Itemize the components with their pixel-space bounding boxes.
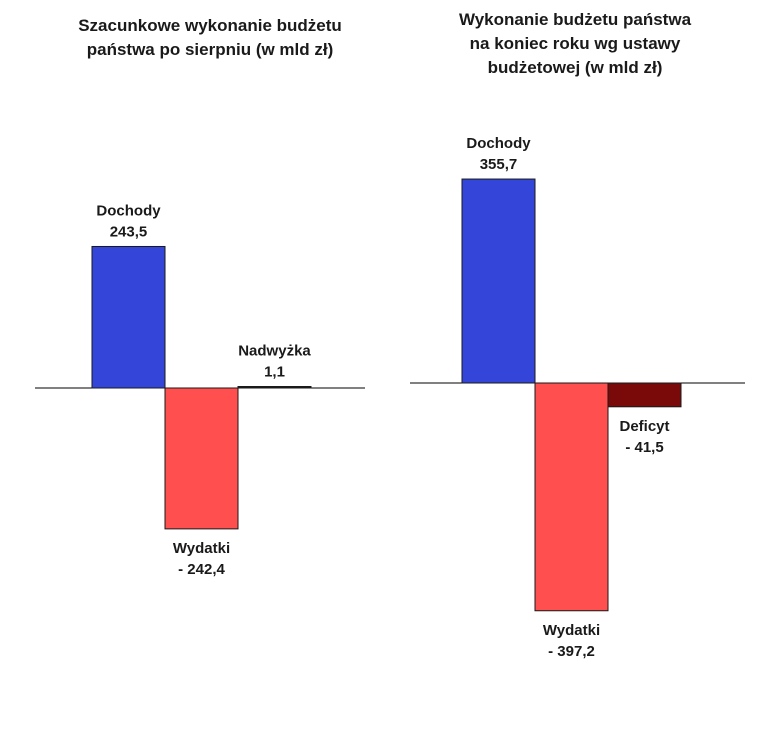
category-label: Nadwyżka (238, 343, 311, 360)
bar-deficyt (607, 382, 682, 408)
bar-nadwyzka (237, 386, 312, 389)
bar-dochody (461, 178, 536, 384)
category-label: Deficyt (619, 418, 669, 435)
value-label: - 242,4 (178, 561, 225, 578)
bar-wydatki (534, 382, 609, 612)
bar-wydatki (164, 387, 239, 530)
category-label: Wydatki (173, 540, 230, 557)
category-label: Wydatki (543, 622, 600, 639)
category-label: Dochody (466, 135, 531, 152)
chart-title-right: Wykonanie budżetu państwa na koniec roku… (458, 10, 692, 77)
value-label: 1,1 (264, 364, 285, 381)
value-label: - 397,2 (548, 643, 595, 660)
value-label: - 41,5 (625, 439, 663, 456)
value-label: 243,5 (110, 223, 148, 240)
value-label: 355,7 (480, 156, 518, 173)
category-label: Dochody (96, 202, 161, 219)
chart-title-left: Szacunkowe wykonanie budżetu państwa po … (78, 16, 342, 59)
bar-dochody (91, 245, 166, 389)
